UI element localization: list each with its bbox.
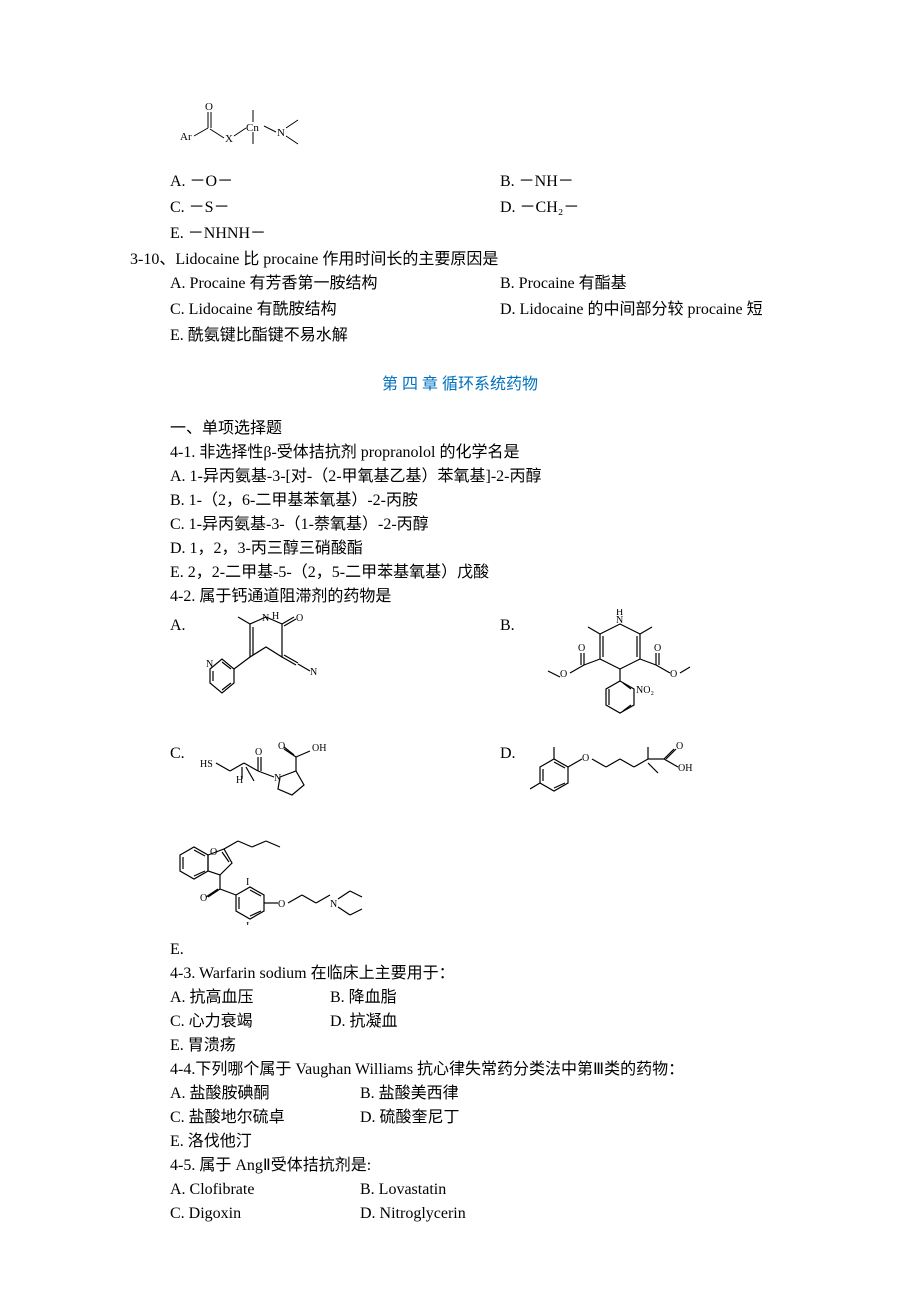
q4-5-row1: A. Clofibrate B. Lovastatin xyxy=(170,1178,790,1202)
q3-options-row1: A. －O－ B. －NH－ xyxy=(170,170,790,196)
q3-opt-e: E. －NHNH－ xyxy=(170,222,790,246)
q3-10-b: B. Procaine 有酯基 xyxy=(500,272,790,296)
svg-text:NO₂: NO₂ xyxy=(636,685,654,696)
q4-1-stem: 4-1. 非选择性β-受体拮抗剂 propranolol 的化学名是 xyxy=(170,441,790,465)
q3-10-row2: C. Lidocaine 有酰胺结构 D. Lidocaine 的中间部分较 p… xyxy=(170,298,790,324)
svg-text:I: I xyxy=(246,921,249,925)
q4-3-stem: 4-3. Warfarin sodium 在临床上主要用于： xyxy=(170,962,790,986)
q4-4-row2: C. 盐酸地尔硫卓 D. 硫酸奎尼丁 xyxy=(170,1106,790,1130)
svg-text:N: N xyxy=(330,899,337,910)
q4-2-a-structure: N N H O N xyxy=(200,609,350,737)
q4-2-stem: 4-2. 属于钙通道阻滞剂的药物是 xyxy=(170,585,790,609)
svg-text:X: X xyxy=(225,133,233,145)
q4-2-e-label: E. xyxy=(170,933,200,962)
svg-text:O: O xyxy=(278,741,285,752)
q4-3-row1: A. 抗高血压 B. 降血脂 xyxy=(170,986,790,1010)
q4-2-e-structure: O O xyxy=(170,815,790,933)
q4-5-stem: 4-5. 属于 AngⅡ受体拮抗剂是: xyxy=(170,1154,790,1178)
q4-1-e: E. 2，2-二甲基-5-（2，5-二甲苯基氧基）戊酸 xyxy=(170,561,790,585)
svg-text:O: O xyxy=(205,101,213,113)
q4-4-e: E. 洛伐他汀 xyxy=(170,1130,790,1154)
svg-text:O: O xyxy=(676,741,683,752)
svg-text:O: O xyxy=(578,643,585,654)
q4-3-row2: C. 心力衰竭 D. 抗凝血 xyxy=(170,1010,790,1034)
q4-2-d-structure: O O OH xyxy=(530,737,730,815)
q4-3-d: D. 抗凝血 xyxy=(330,1010,490,1034)
q3-10-row1: A. Procaine 有芳香第一胺结构 B. Procaine 有酯基 xyxy=(170,272,790,298)
q4-3-a: A. 抗高血压 xyxy=(170,986,330,1010)
q4-2-b-label: B. xyxy=(500,609,530,737)
svg-text:HS: HS xyxy=(200,759,213,770)
svg-text:Ar: Ar xyxy=(180,131,192,143)
chapter-title: 第 四 章 循环系统药物 xyxy=(130,373,790,397)
svg-text:O: O xyxy=(582,753,589,764)
q3-opt-d: D. －CH₂－ xyxy=(500,196,790,220)
svg-text:O: O xyxy=(296,613,303,624)
svg-text:N: N xyxy=(262,613,269,624)
q3-opt-b: B. －NH－ xyxy=(500,170,790,194)
svg-text:N: N xyxy=(310,667,317,678)
q4-2-d-label: D. xyxy=(500,737,530,815)
q4-5-row2: C. Digoxin D. Nitroglycerin xyxy=(170,1202,790,1226)
q4-1-b: B. 1-（2，6-二甲基苯氧基）-2-丙胺 xyxy=(170,489,790,513)
svg-text:N: N xyxy=(277,127,285,139)
q4-3-c: C. 心力衰竭 xyxy=(170,1010,330,1034)
q3-10-c: C. Lidocaine 有酰胺结构 xyxy=(170,298,500,322)
svg-text:O: O xyxy=(278,899,285,910)
general-structure-diagram: Ar O X Cn N xyxy=(180,100,300,160)
q4-5-b: B. Lovastatin xyxy=(360,1178,446,1202)
svg-text:OH: OH xyxy=(312,743,326,754)
q3-opt-a: A. －O－ xyxy=(170,170,500,194)
q4-3-e: E. 胃溃疡 xyxy=(170,1034,790,1058)
q4-2-c-label: C. xyxy=(170,737,200,815)
q4-4-b: B. 盐酸美西律 xyxy=(360,1082,459,1106)
q4-4-c: C. 盐酸地尔硫卓 xyxy=(170,1106,360,1130)
q4-1-c: C. 1-异丙氨基-3-（1-萘氧基）-2-丙醇 xyxy=(170,513,790,537)
q4-2-row-ab: A. N N H O xyxy=(170,609,790,737)
q4-5-c: C. Digoxin xyxy=(170,1202,360,1226)
q4-2-row-cd: C. HS H O N xyxy=(170,737,790,815)
svg-text:N: N xyxy=(206,659,213,670)
svg-text:O: O xyxy=(560,669,567,680)
q4-5-a: A. Clofibrate xyxy=(170,1178,360,1202)
q3-10-e: E. 酰氨键比酯键不易水解 xyxy=(170,324,790,348)
q3-options-row2: C. －S－ D. －CH₂－ xyxy=(170,196,790,222)
svg-text:I: I xyxy=(246,877,249,888)
q3-10-d: D. Lidocaine 的中间部分较 procaine 短 xyxy=(500,298,790,322)
svg-text:O: O xyxy=(255,747,262,758)
q4-2-a-label: A. xyxy=(170,609,200,737)
svg-text:O: O xyxy=(200,893,207,904)
q4-2-c-structure: HS H O N xyxy=(200,737,370,815)
q4-2-row-e: O O xyxy=(170,815,790,962)
q4-4-row1: A. 盐酸胺碘酮 B. 盐酸美西律 xyxy=(170,1082,790,1106)
q4-4-a: A. 盐酸胺碘酮 xyxy=(170,1082,360,1106)
svg-text:O: O xyxy=(654,643,661,654)
q4-1-d: D. 1，2，3-丙三醇三硝酸酯 xyxy=(170,537,790,561)
q4-1-a: A. 1-异丙氨基-3-[对-（2-甲氧基乙基）苯氧基]-2-丙醇 xyxy=(170,465,790,489)
q3-10-a: A. Procaine 有芳香第一胺结构 xyxy=(170,272,500,296)
q4-4-stem: 4-4.下列哪个属于 Vaughan Williams 抗心律失常药分类法中第Ⅲ… xyxy=(170,1058,790,1082)
section-1-title: 一、单项选择题 xyxy=(170,417,790,441)
svg-text:H: H xyxy=(616,609,623,618)
svg-text:H: H xyxy=(272,611,279,622)
svg-text:O: O xyxy=(670,669,677,680)
q3-10-stem: 3-10、Lidocaine 比 procaine 作用时间长的主要原因是 xyxy=(130,248,790,272)
q4-5-d: D. Nitroglycerin xyxy=(360,1202,466,1226)
svg-text:OH: OH xyxy=(678,763,692,774)
q3-opt-c: C. －S－ xyxy=(170,196,500,220)
q4-2-b-structure: N H O O xyxy=(530,609,700,737)
q4-4-d: D. 硫酸奎尼丁 xyxy=(360,1106,460,1130)
q4-3-b: B. 降血脂 xyxy=(330,986,490,1010)
